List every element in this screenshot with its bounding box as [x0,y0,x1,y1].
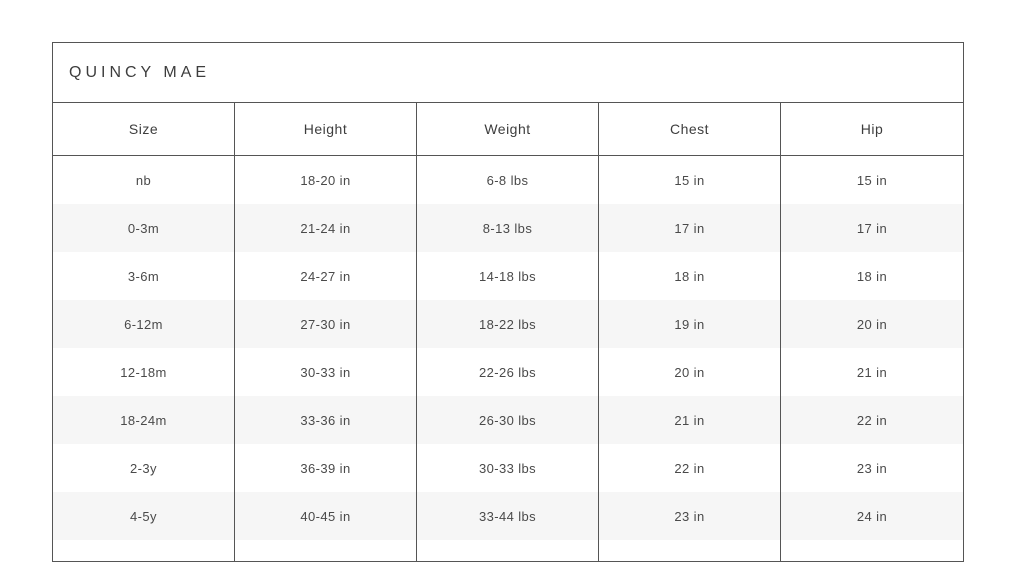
table-cell: 30-33 lbs [417,444,599,492]
filler-cell [235,540,417,561]
table-cell: 18 in [599,252,781,300]
table-cell: 23 in [599,492,781,540]
header-cell-hip: Hip [860,121,884,137]
table-cell: 18-20 in [235,156,417,204]
table-cell: 18-22 lbs [417,300,599,348]
table-row-nb: nb 18-20 in 6-8 lbs 15 in 15 in [53,156,963,204]
header-cell-size: Size [53,103,235,155]
table-row-2-3y: 2-3y 36-39 in 30-33 lbs 22 in 23 in [53,444,963,492]
table-cell: 22 in [856,412,888,428]
table-cell: 15 in [599,156,781,204]
table-row-0-3m: 0-3m 21-24 in 8-13 lbs 17 in 17 in [53,204,963,252]
header-cell-chest: Chest [599,103,781,155]
size-chart-table: QUINCY MAE Size Height Weight Chest Hip … [52,42,964,562]
brand-title-row: QUINCY MAE [53,43,963,103]
table-cell: 22 in [599,444,781,492]
table-cell: 40-45 in [235,492,417,540]
table-cell: 0-3m [53,204,235,252]
table-row-12-18m: 12-18m 30-33 in 22-26 lbs 20 in 21 in [53,348,963,396]
table-cell: 21-24 in [235,204,417,252]
table-cell: 17 in [599,204,781,252]
table-filler-row [53,540,963,561]
brand-title: QUINCY MAE [69,63,211,81]
table-row-4-5y: 4-5y 40-45 in 33-44 lbs 23 in 24 in [53,492,963,540]
table-cell: nb [53,156,235,204]
table-cell: 21 in [599,396,781,444]
table-cell: 18 in [856,268,888,284]
filler-cell [599,540,781,561]
table-cell: 24-27 in [235,252,417,300]
table-cell: 26-30 lbs [417,396,599,444]
table-cell: 33-44 lbs [417,492,599,540]
table-cell: 21 in [856,364,888,380]
filler-cell [53,540,235,561]
table-row-3-6m: 3-6m 24-27 in 14-18 lbs 18 in 18 in [53,252,963,300]
table-cell: 3-6m [53,252,235,300]
table-cell: 20 in [856,316,888,332]
table-cell: 27-30 in [235,300,417,348]
filler-cell [781,540,963,561]
table-cell: 22-26 lbs [417,348,599,396]
table-cell: 33-36 in [235,396,417,444]
table-cell: 23 in [856,460,888,476]
table-cell: 19 in [599,300,781,348]
table-cell: 14-18 lbs [417,252,599,300]
table-cell: 8-13 lbs [417,204,599,252]
table-cell: 24 in [856,508,888,524]
table-cell: 2-3y [53,444,235,492]
table-cell: 17 in [856,220,888,236]
table-cell: 4-5y [53,492,235,540]
filler-cell [417,540,599,561]
table-cell: 18-24m [53,396,235,444]
table-cell: 15 in [856,172,888,188]
table-header-row: Size Height Weight Chest Hip [53,103,963,156]
header-cell-height: Height [235,103,417,155]
table-cell: 36-39 in [235,444,417,492]
table-row-18-24m: 18-24m 33-36 in 26-30 lbs 21 in 22 in [53,396,963,444]
table-row-6-12m: 6-12m 27-30 in 18-22 lbs 19 in 20 in [53,300,963,348]
table-cell: 12-18m [53,348,235,396]
table-cell: 20 in [599,348,781,396]
header-cell-weight: Weight [417,103,599,155]
table-cell: 6-12m [53,300,235,348]
table-cell: 30-33 in [235,348,417,396]
table-cell: 6-8 lbs [417,156,599,204]
